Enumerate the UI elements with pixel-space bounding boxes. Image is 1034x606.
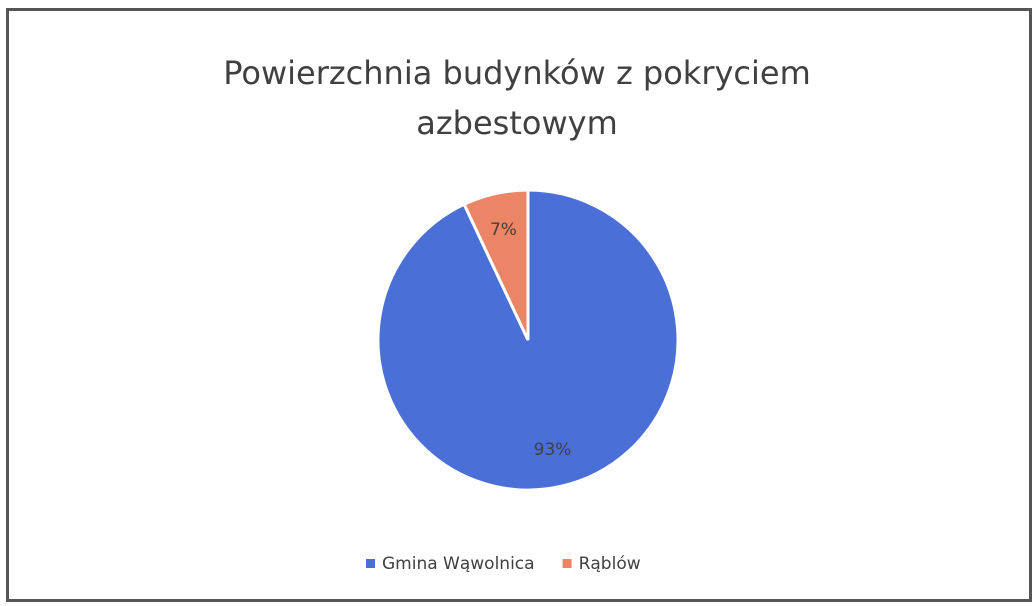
pie-slice [462,188,530,341]
data-label: 93% [534,440,572,460]
legend-label: Gmina Wąwolnica [382,554,535,574]
legend-label: Rąblów [579,554,641,574]
legend-swatch [562,559,572,568]
chart-title: Powierzchnia budynków z pokryciem azbest… [223,54,811,142]
legend-swatch [366,559,375,568]
data-label: 7% [490,220,517,240]
